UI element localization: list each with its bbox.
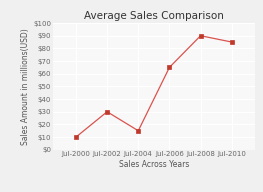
- Y-axis label: Sales Amount in millions(USD): Sales Amount in millions(USD): [21, 28, 31, 145]
- Title: Average Sales Comparison: Average Sales Comparison: [84, 11, 224, 21]
- X-axis label: Sales Across Years: Sales Across Years: [119, 160, 189, 169]
